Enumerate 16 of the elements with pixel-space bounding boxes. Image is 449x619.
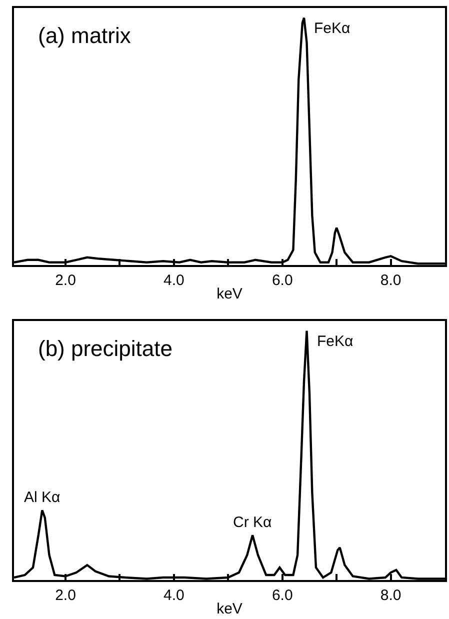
x-tick-label: 2.0 — [55, 587, 76, 604]
x-tick-label: 6.0 — [272, 272, 293, 289]
annotation: Cr Kα — [233, 514, 272, 531]
x-tick-label: 2.0 — [55, 272, 76, 289]
chart-title: (b) precipitate — [38, 336, 173, 361]
x-tick-label: 8.0 — [380, 587, 402, 604]
annotation: Al Kα — [24, 489, 61, 506]
x-axis-title: keV — [216, 285, 242, 302]
x-axis-title: keV — [216, 600, 242, 618]
x-tick-label: 8.0 — [380, 272, 402, 289]
x-tick-label: 4.0 — [164, 587, 184, 604]
annotation: FeKα — [314, 20, 351, 37]
x-tick-label: 6.0 — [272, 587, 293, 604]
annotation: FeKα — [317, 333, 354, 350]
chart-title: (a) matrix — [38, 23, 131, 48]
x-tick-label: 4.0 — [164, 272, 184, 289]
